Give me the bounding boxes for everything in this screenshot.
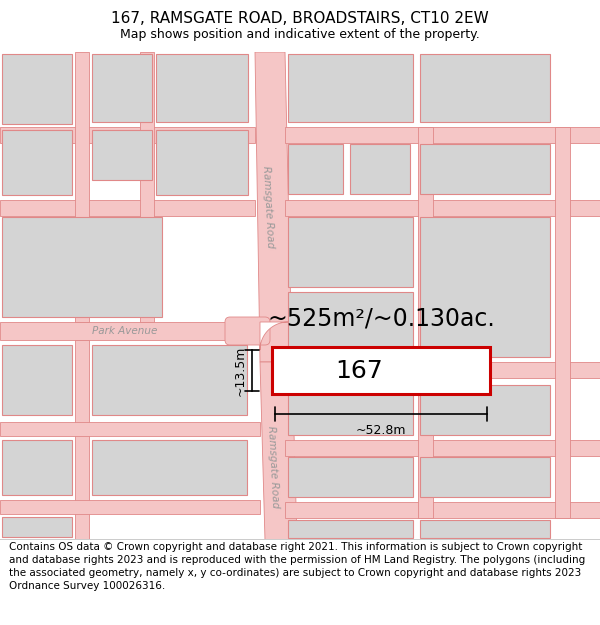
Bar <box>285 502 600 518</box>
Bar <box>92 440 247 495</box>
Bar <box>418 127 433 518</box>
Bar <box>140 52 154 322</box>
Bar <box>2 217 162 317</box>
Bar <box>420 385 550 435</box>
FancyBboxPatch shape <box>225 317 270 345</box>
Bar <box>156 54 248 122</box>
Bar <box>92 54 152 122</box>
Bar <box>92 130 152 180</box>
Bar <box>350 144 410 194</box>
Bar <box>285 127 600 143</box>
Text: ~525m²/~0.130ac.: ~525m²/~0.130ac. <box>267 307 495 331</box>
Bar <box>272 347 490 394</box>
Bar <box>288 144 343 194</box>
Bar <box>288 385 413 435</box>
Bar <box>75 340 89 540</box>
Bar <box>285 362 600 378</box>
Text: 167: 167 <box>335 359 383 384</box>
Bar <box>288 217 413 287</box>
Polygon shape <box>260 322 288 350</box>
Bar <box>75 52 89 322</box>
Polygon shape <box>260 362 297 540</box>
Polygon shape <box>255 52 292 362</box>
Bar <box>0 422 260 436</box>
Bar <box>555 127 570 518</box>
Text: Park Avenue: Park Avenue <box>92 326 158 336</box>
Bar <box>0 539 600 540</box>
Bar <box>0 200 255 216</box>
Bar <box>156 130 248 195</box>
Bar <box>420 144 550 194</box>
Bar <box>2 130 72 195</box>
Text: Ramsgate Road: Ramsgate Road <box>261 166 275 249</box>
Bar <box>2 517 72 537</box>
Text: Contains OS data © Crown copyright and database right 2021. This information is : Contains OS data © Crown copyright and d… <box>9 542 585 591</box>
Bar <box>0 127 255 143</box>
Text: 167, RAMSGATE ROAD, BROADSTAIRS, CT10 2EW: 167, RAMSGATE ROAD, BROADSTAIRS, CT10 2E… <box>111 11 489 26</box>
Bar <box>288 54 413 122</box>
Text: ~52.8m: ~52.8m <box>356 424 406 437</box>
Bar <box>0 500 260 514</box>
Bar <box>92 345 247 415</box>
Text: Map shows position and indicative extent of the property.: Map shows position and indicative extent… <box>120 28 480 41</box>
Bar <box>288 520 413 538</box>
Bar <box>420 520 550 538</box>
Bar <box>2 54 72 124</box>
Bar <box>288 457 413 497</box>
Bar <box>285 440 600 456</box>
Bar <box>2 345 72 415</box>
Bar <box>420 457 550 497</box>
Text: Ramsgate Road: Ramsgate Road <box>266 426 280 509</box>
Bar <box>2 440 72 495</box>
Bar <box>420 54 550 122</box>
Text: ~13.5m: ~13.5m <box>234 345 247 396</box>
Bar <box>288 292 413 357</box>
Bar <box>0 322 265 340</box>
Bar <box>285 200 600 216</box>
Bar <box>420 217 550 357</box>
